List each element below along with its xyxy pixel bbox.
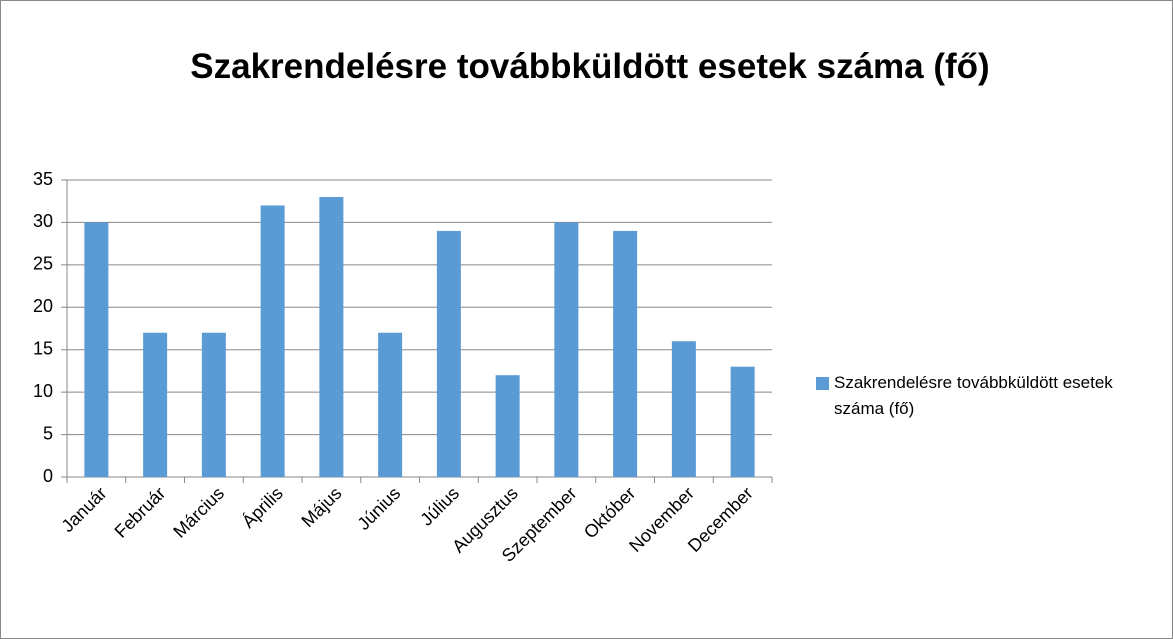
bar bbox=[730, 366, 755, 477]
y-tick-label: 20 bbox=[33, 296, 53, 316]
bar bbox=[260, 205, 285, 477]
x-tick-label: Október bbox=[580, 483, 639, 542]
bar bbox=[436, 230, 461, 477]
legend: Szakrendelésre továbbküldött esetek szám… bbox=[816, 370, 1156, 422]
legend-key bbox=[816, 377, 829, 390]
y-tick-label: 15 bbox=[33, 338, 53, 358]
bar bbox=[613, 230, 638, 477]
bar bbox=[554, 222, 579, 477]
x-tick-label: Június bbox=[353, 483, 404, 534]
y-tick-label: 0 bbox=[43, 466, 53, 486]
x-tick-label: Április bbox=[238, 483, 287, 532]
bar bbox=[143, 332, 168, 477]
legend-label: Szakrendelésre továbbküldött esetek szám… bbox=[834, 373, 1113, 418]
chart-title: Szakrendelésre továbbküldött esetek szám… bbox=[190, 47, 990, 86]
x-tick-label: Február bbox=[111, 483, 170, 542]
bar bbox=[495, 375, 520, 477]
x-tick-label: December bbox=[684, 483, 757, 556]
bar bbox=[201, 332, 226, 477]
bar bbox=[671, 341, 696, 477]
y-tick-label: 30 bbox=[33, 211, 53, 231]
x-tick-label: Május bbox=[297, 483, 345, 531]
bar bbox=[378, 332, 403, 477]
y-tick-label: 5 bbox=[43, 423, 53, 443]
bar bbox=[319, 196, 344, 477]
x-tick-label: Március bbox=[169, 483, 228, 542]
x-tick-label: Július bbox=[416, 483, 463, 530]
x-tick-label: Január bbox=[57, 483, 110, 536]
y-tick-label: 35 bbox=[33, 169, 53, 189]
y-tick-label: 10 bbox=[33, 381, 53, 401]
bar bbox=[84, 222, 109, 477]
y-tick-label: 25 bbox=[33, 254, 53, 274]
